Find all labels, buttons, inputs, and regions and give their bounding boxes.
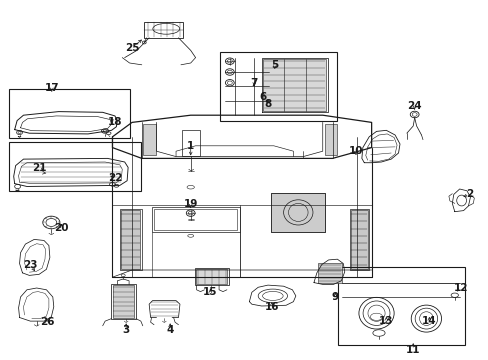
Bar [154,209,237,230]
Bar [113,285,134,318]
Bar [349,209,368,270]
Text: 3: 3 [122,325,129,336]
Bar [271,193,325,232]
Text: 19: 19 [183,199,198,210]
Bar [144,22,183,38]
Bar [9,89,130,138]
Text: 16: 16 [264,302,279,312]
Text: 25: 25 [124,42,139,53]
Bar [120,209,142,270]
Text: 8: 8 [264,99,271,109]
Text: 10: 10 [348,146,363,156]
Text: 11: 11 [405,345,420,355]
Text: 6: 6 [259,92,266,102]
Bar [9,142,141,191]
Text: 1: 1 [187,141,194,151]
Text: 21: 21 [32,163,46,174]
Text: 18: 18 [108,117,122,127]
Bar [263,59,325,111]
Text: 17: 17 [44,83,59,93]
Text: 9: 9 [331,292,338,302]
Text: 24: 24 [407,101,421,111]
Bar [325,124,337,155]
Text: 20: 20 [54,222,69,233]
Text: 15: 15 [203,287,217,297]
Bar [151,207,239,232]
Bar [338,267,464,345]
Text: 5: 5 [271,60,278,70]
Text: 26: 26 [40,317,54,327]
Text: 13: 13 [378,316,393,326]
Text: 7: 7 [250,78,258,88]
Bar [317,263,342,283]
Text: 4: 4 [166,325,174,336]
Bar [121,210,140,269]
Bar [271,193,325,232]
Bar [111,284,136,319]
Text: 12: 12 [452,283,467,293]
Bar [350,210,367,269]
Text: 23: 23 [23,260,38,270]
Bar [182,130,200,156]
Bar [143,124,155,155]
Text: 2: 2 [465,189,472,199]
Text: 22: 22 [108,173,122,183]
Bar [194,268,228,285]
Bar [196,269,227,284]
Bar [220,52,337,121]
Text: 14: 14 [421,316,436,326]
